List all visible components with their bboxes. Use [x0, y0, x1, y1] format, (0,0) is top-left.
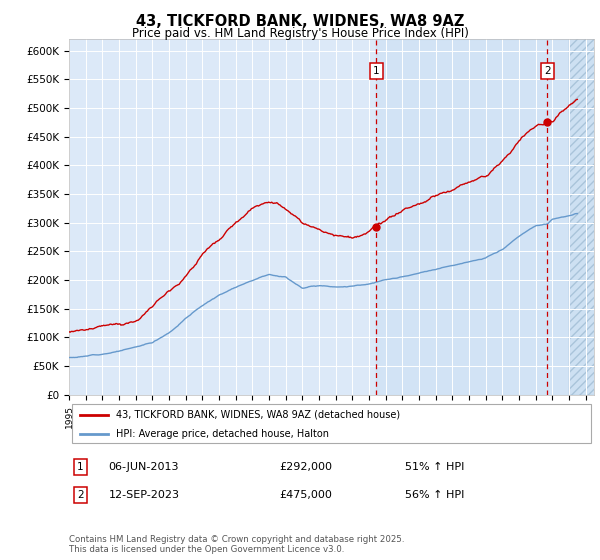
FancyBboxPatch shape [71, 404, 592, 443]
Bar [569, 39, 600, 395]
Text: 43, TICKFORD BANK, WIDNES, WA8 9AZ: 43, TICKFORD BANK, WIDNES, WA8 9AZ [136, 14, 464, 29]
Bar [376, 39, 569, 395]
Text: 12-SEP-2023: 12-SEP-2023 [109, 490, 179, 500]
Text: 2: 2 [544, 66, 551, 76]
Text: £475,000: £475,000 [279, 490, 332, 500]
Text: Price paid vs. HM Land Registry's House Price Index (HPI): Price paid vs. HM Land Registry's House … [131, 27, 469, 40]
Text: Contains HM Land Registry data © Crown copyright and database right 2025.
This d: Contains HM Land Registry data © Crown c… [69, 535, 404, 554]
Text: 1: 1 [77, 462, 84, 472]
Text: 1: 1 [373, 66, 380, 76]
Text: 2: 2 [77, 490, 84, 500]
Text: 06-JUN-2013: 06-JUN-2013 [109, 462, 179, 472]
Text: £292,000: £292,000 [279, 462, 332, 472]
Text: 43, TICKFORD BANK, WIDNES, WA8 9AZ (detached house): 43, TICKFORD BANK, WIDNES, WA8 9AZ (deta… [116, 409, 400, 419]
Text: 56% ↑ HPI: 56% ↑ HPI [405, 490, 464, 500]
Text: HPI: Average price, detached house, Halton: HPI: Average price, detached house, Halt… [116, 429, 329, 439]
Text: 51% ↑ HPI: 51% ↑ HPI [405, 462, 464, 472]
